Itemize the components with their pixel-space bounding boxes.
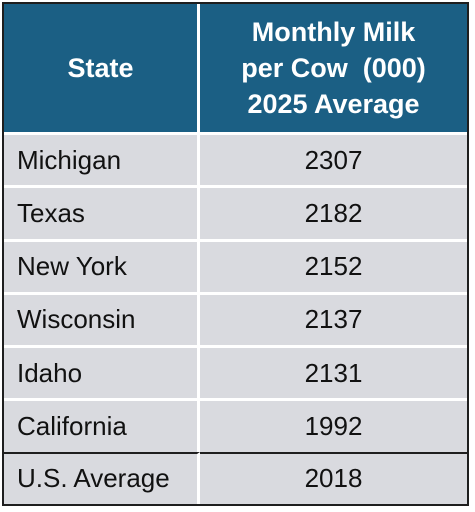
header-row: State Monthly Milk per Cow (000) 2025 Av… [4, 4, 467, 132]
state-cell: California [4, 398, 200, 452]
table-row: Idaho 2131 [4, 345, 467, 399]
table-row: Texas 2182 [4, 185, 467, 239]
us-average-label: U.S. Average [4, 451, 200, 504]
state-cell: Michigan [4, 132, 200, 186]
value-cell: 1992 [200, 398, 467, 452]
header-line-1: Monthly Milk [251, 17, 416, 47]
value-cell: 2137 [200, 291, 467, 346]
milk-per-cow-table: State Monthly Milk per Cow (000) 2025 Av… [4, 4, 467, 504]
state-cell: Idaho [4, 345, 200, 399]
milk-table-frame: State Monthly Milk per Cow (000) 2025 Av… [2, 2, 469, 506]
us-average-row: U.S. Average 2018 [4, 451, 467, 504]
value-cell: 2307 [200, 132, 467, 186]
table-row: Michigan 2307 [4, 132, 467, 186]
table-row: California 1992 [4, 398, 467, 452]
state-cell: Wisconsin [4, 291, 200, 346]
table-row: Wisconsin 2137 [4, 291, 467, 346]
value-cell: 2131 [200, 345, 467, 399]
table-row: New York 2152 [4, 238, 467, 292]
header-line-2: per Cow (000) [241, 53, 426, 83]
value-cell: 2152 [200, 238, 467, 292]
value-cell: 2182 [200, 185, 467, 239]
state-cell: New York [4, 238, 200, 292]
table-body: Michigan 2307 Texas 2182 New York 2152 W… [4, 132, 467, 504]
us-average-value: 2018 [200, 451, 467, 504]
header-state: State [4, 4, 200, 132]
header-line-3: 2025 Average [247, 89, 420, 119]
state-cell: Texas [4, 185, 200, 239]
header-monthly-milk: Monthly Milk per Cow (000) 2025 Average [200, 4, 467, 132]
